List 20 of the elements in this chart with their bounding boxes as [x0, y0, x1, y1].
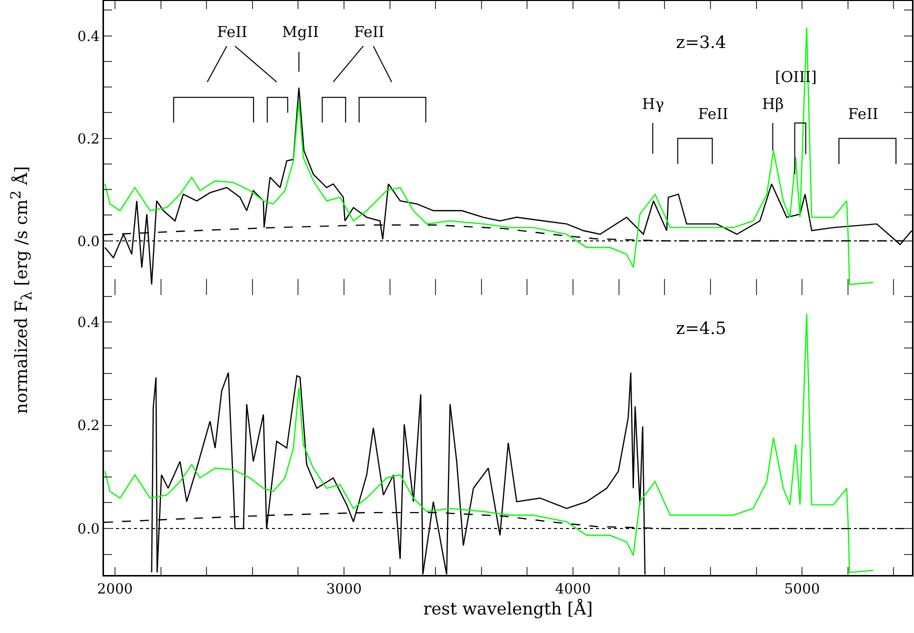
x-tick-label: 2000 — [97, 581, 133, 598]
y-tick-label: 0.2 — [77, 131, 100, 148]
y-tick-label: 0.4 — [77, 315, 100, 331]
x-tick-label: 5000 — [784, 581, 820, 598]
annotation: FeII — [848, 105, 878, 123]
annotation: FeII — [217, 23, 248, 41]
y-tick-label: 0.4 — [77, 28, 100, 45]
annotation: FeII — [354, 23, 384, 41]
y-tick-label: 0.0 — [77, 521, 100, 538]
y-tick-label: 0.0 — [77, 234, 100, 250]
x-tick-label: 4000 — [555, 581, 591, 598]
x-axis-title: rest wavelength [Å] — [423, 598, 593, 620]
annotation: FeII — [698, 105, 728, 123]
annotation: Hβ — [762, 95, 784, 113]
annotation: z=3.4 — [676, 33, 726, 53]
annotation: z=4.5 — [676, 319, 726, 339]
x-tick-label: 3000 — [326, 581, 362, 598]
annotation: MgII — [282, 23, 319, 41]
annotation: Hγ — [642, 95, 664, 113]
y-tick-label: 0.2 — [77, 418, 100, 434]
